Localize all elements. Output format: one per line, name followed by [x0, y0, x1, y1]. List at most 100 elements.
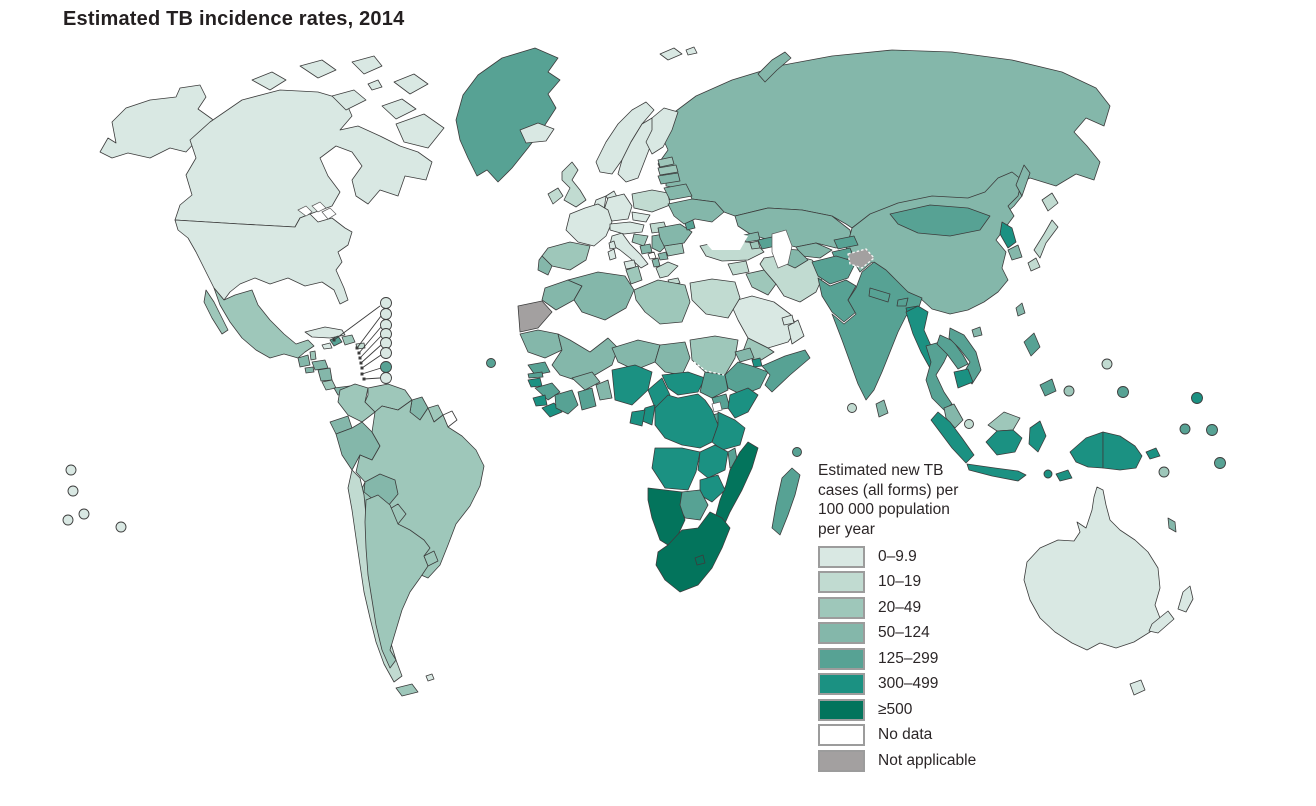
legend-item: 125–299 [818, 646, 996, 672]
legend-item: 50–124 [818, 621, 996, 647]
island-marker-pacific-west-3 [62, 514, 74, 526]
island-marker-caribbean-8 [380, 372, 392, 384]
region-el-salvador [304, 366, 315, 374]
region-senegal [527, 361, 551, 376]
lake-michigan-huron [311, 201, 327, 213]
region-latvia [657, 164, 679, 176]
region-kyrgyzstan [833, 235, 859, 250]
region-greece [655, 261, 679, 279]
region-finland [645, 107, 679, 155]
legend-swatch [818, 724, 865, 747]
region-poland [631, 189, 671, 213]
region-ethiopia [724, 361, 769, 396]
small-island-dot [359, 361, 363, 365]
region-mauritania [519, 329, 563, 359]
region-tunisia [625, 265, 643, 285]
region-tanzania [711, 411, 746, 451]
region-sulawesi [1028, 420, 1047, 453]
region-mexico [213, 287, 315, 359]
region-eritrea [734, 347, 755, 363]
island-marker-caribbean-7 [380, 361, 392, 373]
island-marker-pacific-west-5 [115, 521, 127, 533]
region-new-caledonia [1167, 517, 1177, 533]
legend-label: 50–124 [878, 624, 930, 642]
region-estonia [657, 156, 675, 168]
region-france [565, 203, 613, 247]
region-bosnia [639, 243, 653, 255]
region-kenya [727, 387, 759, 419]
region-morocco [541, 279, 583, 311]
legend-label: ≥500 [878, 700, 913, 718]
region-mongolia [889, 204, 991, 237]
region-ghana [577, 387, 597, 411]
island-marker-micronesia [1101, 358, 1113, 370]
region-new-zealand-north [1177, 585, 1194, 613]
region-nigeria [611, 364, 653, 406]
legend-label: 20–49 [878, 598, 922, 616]
region-arctic-2 [299, 59, 337, 79]
lake-erie-ontario [321, 207, 337, 220]
island-marker-cape-verde [486, 358, 496, 368]
region-new-britain [1145, 447, 1161, 460]
region-japan-kyushu [1027, 257, 1041, 272]
region-malaysia-peninsula [943, 403, 964, 429]
region-arctic-5 [331, 89, 367, 111]
region-bhutan [896, 297, 909, 307]
island-marker-caribbean-5 [380, 337, 392, 349]
region-somalia [761, 349, 811, 393]
small-island-dot [360, 366, 364, 370]
caribbean-leader-line [361, 354, 382, 369]
region-tasmania [1129, 679, 1146, 696]
region-arctic-6 [381, 98, 417, 120]
legend-label: 10–19 [878, 573, 922, 591]
region-angola [651, 447, 701, 491]
region-papua-new-guinea [1102, 431, 1143, 471]
region-chad [654, 341, 691, 376]
region-java [966, 463, 1027, 482]
small-island-dot [332, 338, 336, 342]
region-mali [551, 333, 619, 381]
region-czechia [631, 211, 651, 223]
island-marker-singapore [964, 419, 974, 429]
small-island-dot [357, 351, 361, 355]
island-marker-marshall [1117, 386, 1129, 398]
region-syria [727, 260, 750, 276]
region-norway [595, 101, 655, 175]
region-south-sudan [699, 371, 729, 399]
region-dr-congo [654, 393, 719, 449]
legend-title: Estimated new TB cases (all forms) per 1… [818, 462, 959, 538]
region-ukraine [667, 198, 725, 225]
region-burkina-faso [571, 371, 601, 391]
region-arctic-4 [393, 73, 429, 95]
region-lesotho [694, 554, 706, 566]
region-portugal [537, 255, 553, 276]
region-western-sahara [517, 300, 553, 333]
region-borneo-malaysia [987, 411, 1021, 432]
region-jamaica [321, 342, 333, 350]
small-island-dot [360, 372, 364, 376]
region-arctic-1 [251, 71, 287, 91]
region-baffin [395, 113, 445, 149]
region-guatemala [297, 354, 311, 368]
caribbean-leader-line [358, 326, 382, 354]
region-guinea-bissau [527, 377, 543, 388]
region-baja [203, 289, 229, 335]
region-croatia [631, 233, 649, 247]
region-sumatra [930, 411, 975, 464]
region-belarus [663, 183, 693, 201]
region-gambia [527, 371, 544, 379]
region-timor [1055, 469, 1073, 482]
region-algeria [567, 271, 635, 321]
legend-item: 300–499 [818, 672, 996, 698]
region-djibouti [751, 357, 763, 368]
region-hainan [971, 326, 983, 338]
legend-item: 20–49 [818, 595, 996, 621]
disputed-border [693, 361, 725, 376]
region-armenia [749, 240, 761, 250]
region-kashmir [847, 248, 875, 269]
region-svalbard-2 [685, 46, 698, 56]
region-india [831, 261, 923, 401]
small-island-dot [362, 377, 366, 381]
region-cameroon [647, 377, 671, 409]
island-marker-pacific-west-4 [78, 508, 90, 520]
